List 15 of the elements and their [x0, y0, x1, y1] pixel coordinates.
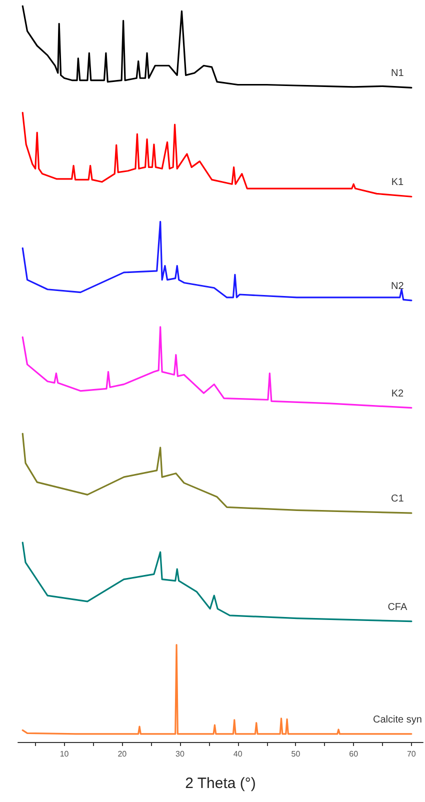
- x-tick-label: 50: [291, 750, 301, 758]
- x-tick-label: 40: [233, 750, 243, 758]
- series-label: Calcite syn: [372, 714, 422, 726]
- series-label: K2: [391, 388, 404, 400]
- series-label: CFA: [388, 602, 408, 613]
- x-tick-label: 30: [176, 750, 185, 758]
- x-tick-label: 20: [118, 750, 128, 758]
- x-tick-label: 60: [349, 750, 359, 758]
- series-label: N2: [391, 280, 404, 292]
- x-tick-label: 10: [60, 750, 70, 758]
- series-label: K1: [391, 177, 404, 188]
- x-axis-title: 2 Theta (°): [185, 775, 256, 792]
- series-label: N1: [391, 68, 404, 80]
- series-label: C1: [391, 494, 404, 505]
- x-tick-label: 70: [406, 750, 416, 758]
